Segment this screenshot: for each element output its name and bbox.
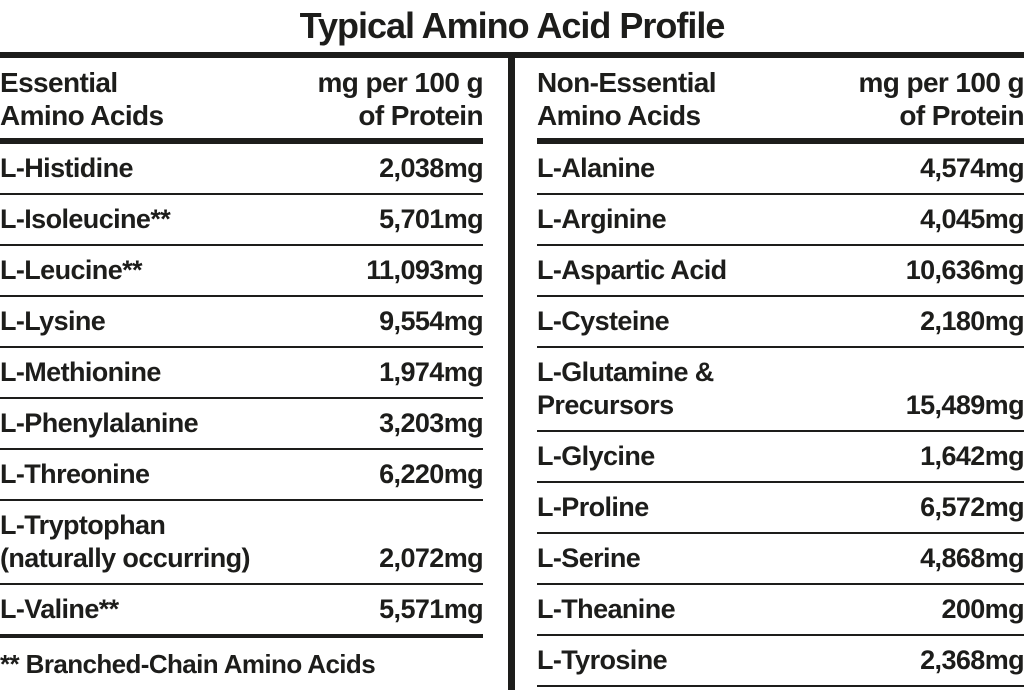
table-row: L-Serine 4,868mg [537, 534, 1024, 585]
amino-acid-value: 4,868mg [920, 543, 1024, 573]
amino-acid-name: L-Leucine** [0, 255, 143, 285]
title-rule [0, 52, 1024, 58]
table-row: L-Aspartic Acid 10,636mg [537, 246, 1024, 297]
amino-acid-value: 11,093mg [366, 255, 483, 285]
amino-acid-name: L-Glutamine & Precursors [537, 357, 714, 420]
bcaa-footnote: ** Branched-Chain Amino Acids [0, 649, 376, 679]
table-row: L-Lysine 9,554mg [0, 297, 484, 348]
amino-acid-name: L-Aspartic Acid [537, 255, 727, 285]
amino-acid-name: L-Cysteine [537, 306, 670, 336]
amino-acid-name: L-Histidine [0, 153, 134, 183]
amino-acid-name: L-Serine [537, 543, 641, 573]
amino-acid-value: 4,045mg [920, 204, 1024, 234]
table-row: L-Alanine 4,574mg [537, 144, 1024, 195]
amino-acid-value: 2,180mg [920, 306, 1024, 336]
table-row: L-Glutamine & Precursors 15,489mg [537, 348, 1024, 432]
amino-acid-value: 6,220mg [379, 459, 483, 489]
amino-acid-name: L-Tyrosine [537, 645, 668, 675]
column-header-label: Non-Essential Amino Acids [537, 67, 717, 131]
essential-column-header: Essential Amino Acids mg per 100 g of Pr… [0, 58, 484, 144]
amino-acid-name: L-Theanine [537, 594, 676, 624]
amino-acid-value: 2,072mg [379, 543, 483, 573]
amino-acid-value: 3,203mg [379, 408, 483, 438]
amino-acid-value: 2,038mg [379, 153, 483, 183]
amino-acid-value: 10,636mg [905, 255, 1024, 285]
amino-acid-name: L-Arginine [537, 204, 667, 234]
table-row: L-Threonine 6,220mg [0, 450, 484, 501]
amino-acid-name: L-Glycine [537, 441, 655, 471]
column-unit-label: mg per 100 g of Protein [317, 67, 483, 131]
amino-acid-value: 200mg [941, 594, 1024, 624]
amino-acid-value: 5,571mg [379, 594, 483, 624]
column-unit-label: mg per 100 g of Protein [858, 67, 1024, 131]
table-row: L-Phenylalanine 3,203mg [0, 399, 484, 450]
amino-acid-name: L-Tryptophan (naturally occurring) [0, 510, 251, 573]
non-essential-column-header: Non-Essential Amino Acids mg per 100 g o… [537, 58, 1024, 144]
amino-acid-value: 2,368mg [920, 645, 1024, 675]
table-row: L-Methionine 1,974mg [0, 348, 484, 399]
amino-acid-name: L-Proline [537, 492, 649, 522]
table-row: L-Theanine 200mg [537, 585, 1024, 636]
table-row: L-Histidine 2,038mg [0, 144, 484, 195]
table-row: L-Proline 6,572mg [537, 483, 1024, 534]
amino-acid-name: L-Phenylalanine [0, 408, 199, 438]
amino-acid-value: 1,642mg [920, 441, 1024, 471]
table-row: L-Leucine** 11,093mg [0, 246, 484, 297]
table-row: L-Valine** 5,571mg [0, 585, 484, 638]
amino-acid-value: 1,974mg [379, 357, 483, 387]
table-row: L-Arginine 4,045mg [537, 195, 1024, 246]
amino-acid-name: L-Lysine [0, 306, 106, 336]
table-row: L-Glycine 1,642mg [537, 432, 1024, 483]
table-row: L-Tyrosine 2,368mg [537, 636, 1024, 687]
amino-acid-name: L-Isoleucine** [0, 204, 171, 234]
amino-acid-name: L-Valine** [0, 594, 119, 624]
amino-acid-value: 9,554mg [379, 306, 483, 336]
table-columns: Essential Amino Acids mg per 100 g of Pr… [0, 58, 1024, 690]
table-row: L-Isoleucine** 5,701mg [0, 195, 484, 246]
column-divider [508, 58, 515, 690]
non-essential-amino-acids-column: Non-Essential Amino Acids mg per 100 g o… [515, 58, 1024, 690]
amino-acid-value: 15,489mg [905, 390, 1024, 420]
table-row: L-Cysteine 2,180mg [537, 297, 1024, 348]
essential-rows: L-Histidine 2,038mg L-Isoleucine** 5,701mg L… [0, 144, 484, 638]
essential-amino-acids-column: Essential Amino Acids mg per 100 g of Pr… [0, 58, 484, 690]
amino-acid-name: L-Methionine [0, 357, 161, 387]
amino-acid-value: 6,572mg [920, 492, 1024, 522]
amino-acid-name: L-Alanine [537, 153, 655, 183]
column-header-label: Essential Amino Acids [0, 67, 164, 131]
amino-acid-value: 5,701mg [379, 204, 483, 234]
page-title: Typical Amino Acid Profile [299, 5, 726, 46]
amino-acid-name: L-Threonine [0, 459, 150, 489]
amino-acid-value: 4,574mg [920, 153, 1024, 183]
non-essential-rows: L-Alanine 4,574mg L-Arginine 4,045mg L-Aspar… [537, 144, 1024, 687]
table-row: L-Tryptophan (naturally occurring) 2,072m… [0, 501, 484, 585]
